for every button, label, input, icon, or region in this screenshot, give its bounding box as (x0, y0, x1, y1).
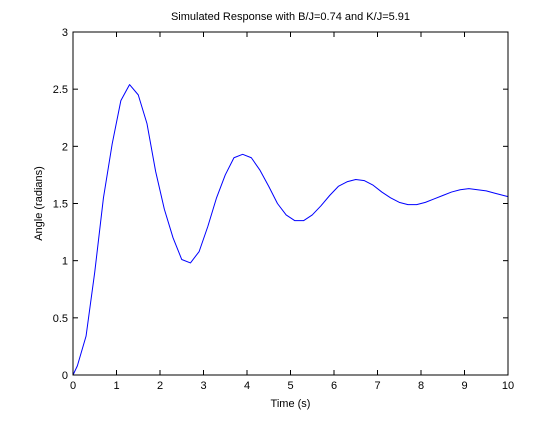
x-tick-label: 9 (461, 380, 467, 392)
x-tick-label: 10 (502, 380, 514, 392)
tick-layer: 0 1 2 3 4 5 6 7 8 9 10 0 0.5 1 1.5 2 2.5 3 (53, 27, 514, 392)
y-tick-label: 1.5 (53, 199, 68, 211)
x-tick-label: 8 (418, 380, 424, 392)
series-layer (72, 84, 509, 376)
x-tick-label: 5 (287, 380, 293, 392)
chart-title: Simulated Response with B/J=0.74 and K/J… (171, 11, 410, 23)
x-tick-label: 4 (244, 380, 250, 392)
x-axis-label: Time (s) (271, 398, 311, 410)
y-axis-label: Angle (radians) (33, 166, 45, 241)
axes-box (72, 31, 509, 376)
y-tick-label: 1 (62, 256, 68, 268)
y-tick-label: 0.5 (53, 313, 68, 325)
response-line (72, 84, 509, 376)
x-tick-label: 1 (113, 380, 119, 392)
y-tick-label: 3 (62, 27, 68, 39)
x-tick-label: 6 (331, 380, 337, 392)
y-tick-label: 2.5 (53, 84, 68, 96)
x-tick-label: 0 (70, 380, 76, 392)
y-tick-label: 2 (62, 141, 68, 153)
y-tick-label: 0 (62, 370, 68, 382)
x-tick-label: 7 (374, 380, 380, 392)
x-tick-label: 3 (200, 380, 206, 392)
x-tick-label: 2 (157, 380, 163, 392)
